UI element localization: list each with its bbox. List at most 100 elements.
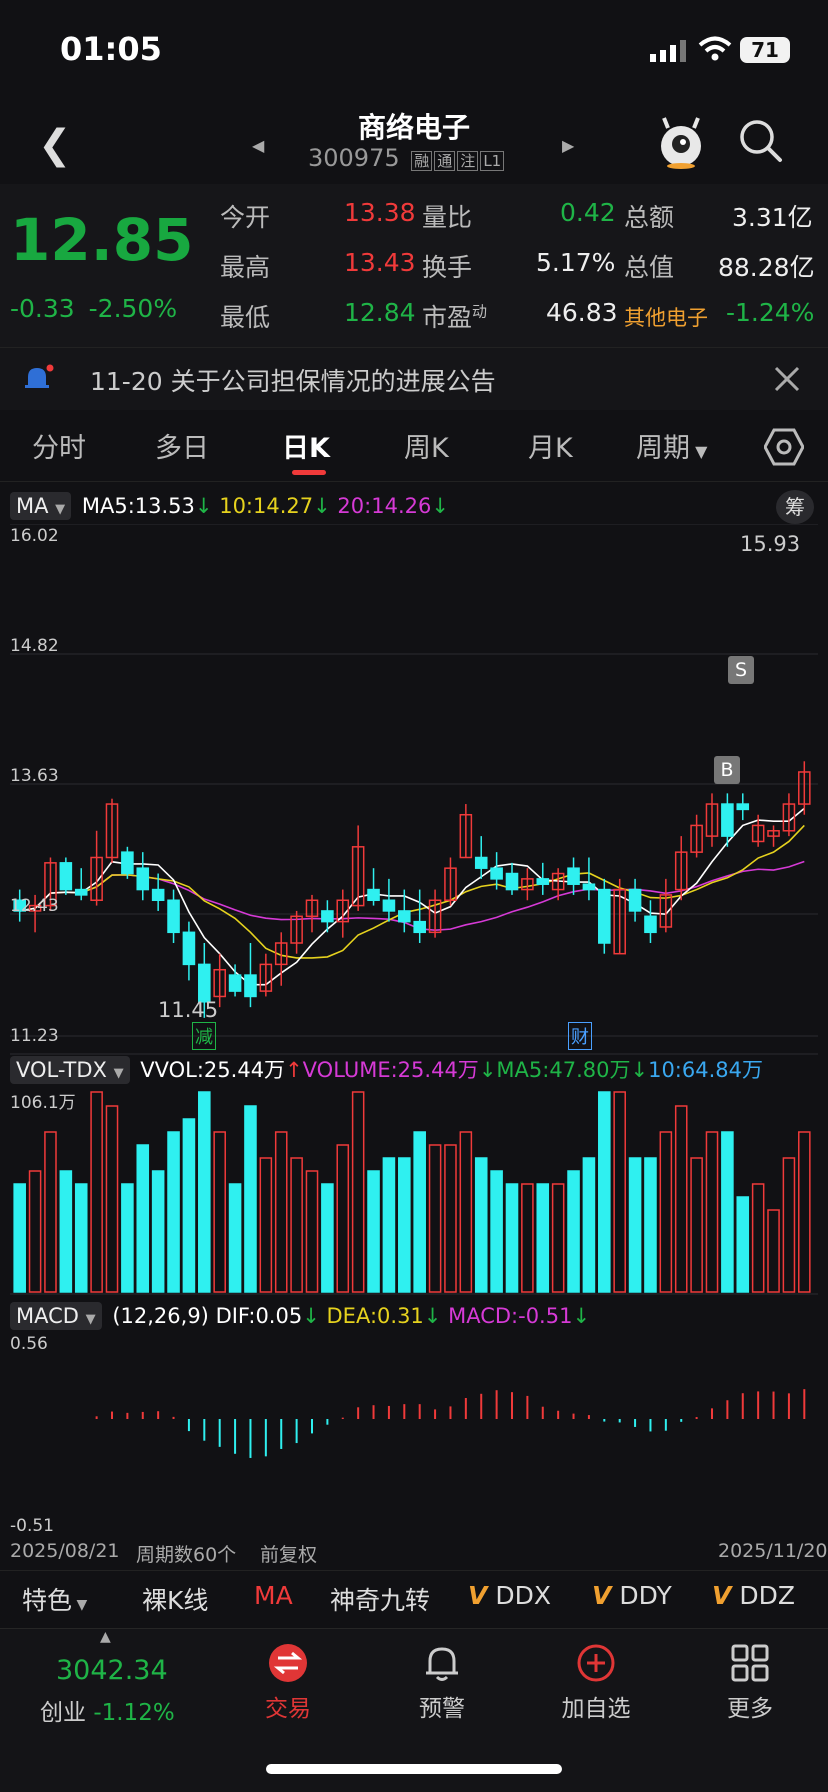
tag-connect: 通 bbox=[434, 151, 456, 171]
down-arrow-icon: ↓ bbox=[572, 1304, 591, 1328]
macd-value: MACD:-0.51 bbox=[448, 1304, 573, 1328]
candle-body bbox=[121, 851, 134, 875]
candle-body bbox=[521, 878, 534, 891]
ma-selector[interactable]: MA ▼ bbox=[10, 492, 72, 520]
market-cap-label: 总值 bbox=[624, 253, 675, 282]
tab-weekly-k[interactable]: 周K bbox=[404, 433, 449, 464]
stock-name: 商络电子 bbox=[357, 111, 470, 144]
down-arrow-icon: ↓ bbox=[630, 1058, 649, 1082]
volume-bar bbox=[551, 1183, 565, 1293]
chip-distribution-button[interactable]: 筹 bbox=[776, 490, 814, 524]
feature-dropdown[interactable]: 特色 ▼ bbox=[22, 1581, 87, 1617]
candle-body bbox=[428, 899, 442, 934]
volume-bar bbox=[167, 1131, 180, 1293]
volume-bar bbox=[413, 1131, 426, 1293]
indicator-toolbar: 特色 ▼ 裸K线 MA 神奇九转 V DDX V DDY V DDZ bbox=[0, 1570, 828, 1626]
back-button[interactable]: ❮ bbox=[38, 122, 72, 168]
bell-notice-icon bbox=[25, 364, 54, 388]
earnings-marker[interactable]: 财 bbox=[568, 1022, 592, 1050]
index-change: -1.12% bbox=[93, 1700, 175, 1726]
home-indicator bbox=[266, 1764, 562, 1774]
ddx-button[interactable]: V DDX bbox=[468, 1581, 551, 1610]
volume-bar bbox=[105, 1105, 119, 1293]
candle-body bbox=[674, 851, 688, 891]
ddx-label: DDX bbox=[495, 1581, 551, 1610]
index-summary[interactable]: 创业 -1.12% bbox=[40, 1693, 175, 1727]
volume-bar bbox=[228, 1183, 242, 1293]
magic-nine-button[interactable]: 神奇九转 bbox=[330, 1586, 431, 1615]
candle-body bbox=[782, 803, 796, 832]
bell-icon bbox=[426, 1647, 458, 1681]
ddz-button[interactable]: V DDZ bbox=[712, 1581, 795, 1610]
candle-body bbox=[59, 862, 73, 891]
tab-daily-k[interactable]: 日K bbox=[282, 433, 330, 464]
search-icon[interactable] bbox=[738, 118, 784, 164]
candle-body bbox=[244, 974, 257, 998]
kline-legend: MA ▼ MA5:13.53↓ 10:14.27↓ 20:14.26↓ bbox=[10, 492, 449, 520]
tab-monthly-k[interactable]: 月K bbox=[528, 433, 573, 464]
turnover-rate-label: 换手 bbox=[422, 253, 473, 282]
announcement-bar[interactable]: 11-20 关于公司担保情况的进展公告 bbox=[0, 348, 828, 410]
macd-selector[interactable]: MACD ▼ bbox=[10, 1302, 102, 1330]
candle-body bbox=[351, 846, 365, 907]
date-end: 2025/11/20 bbox=[718, 1540, 828, 1562]
naked-k-button[interactable]: 裸K线 bbox=[142, 1586, 209, 1615]
macd-params: (12,26,9) bbox=[112, 1304, 209, 1328]
high-label: 最高 bbox=[220, 253, 271, 282]
sector-link[interactable]: 其他电子 bbox=[624, 306, 708, 330]
price-axis-4: 12.43 bbox=[10, 896, 59, 916]
stock-code: 300975 bbox=[308, 144, 400, 172]
candle-body bbox=[336, 899, 350, 923]
tab-intraday[interactable]: 分时 bbox=[32, 433, 86, 464]
announcement-text: 11-20 关于公司担保情况的进展公告 bbox=[90, 367, 496, 396]
candle-body bbox=[567, 867, 580, 885]
tag-margin: 融 bbox=[411, 151, 433, 171]
index-value[interactable]: 3042.34 bbox=[56, 1655, 168, 1686]
prev-stock-button[interactable]: ◀ bbox=[252, 136, 265, 155]
expand-up-icon[interactable]: ▲ bbox=[100, 1629, 111, 1645]
tab-multiday[interactable]: 多日 bbox=[155, 433, 209, 464]
kline-chart[interactable] bbox=[0, 524, 828, 1544]
volume-bar bbox=[305, 1170, 319, 1293]
feature-label: 特色 bbox=[22, 1586, 73, 1615]
ddy-label: DDY bbox=[619, 1581, 672, 1610]
candle-body bbox=[13, 899, 26, 912]
volume-bar bbox=[644, 1157, 657, 1293]
open-value: 13.38 bbox=[344, 198, 416, 227]
reduction-marker[interactable]: 减 bbox=[192, 1022, 216, 1050]
vol-selector[interactable]: VOL-TDX ▼ bbox=[10, 1056, 130, 1084]
ddy-button[interactable]: V DDY bbox=[592, 1581, 672, 1610]
volume-bar bbox=[13, 1183, 26, 1293]
sector-change: -1.24% bbox=[726, 298, 815, 327]
sell-signal-badge[interactable]: S bbox=[728, 656, 754, 684]
volume-bar bbox=[336, 1144, 350, 1293]
down-arrow-icon: ↓ bbox=[423, 1304, 442, 1328]
price-axis-2: 14.82 bbox=[10, 636, 59, 656]
settings-hexagon-icon[interactable] bbox=[764, 428, 804, 466]
ma5-line bbox=[19, 807, 805, 986]
next-stock-button[interactable]: ▶ bbox=[562, 136, 575, 155]
status-bar: 01:05 71 bbox=[0, 0, 828, 100]
candle-body bbox=[536, 878, 550, 885]
adjust-type[interactable]: 前复权 bbox=[260, 1544, 318, 1566]
volume-bar bbox=[382, 1157, 396, 1293]
candle-body bbox=[613, 888, 626, 955]
period-tabs: 分时 多日 日K 周K 月K 周期 ▼ bbox=[0, 410, 828, 482]
volume-bar bbox=[198, 1091, 211, 1293]
chevron-down-icon: ▼ bbox=[690, 442, 708, 461]
candle-body bbox=[274, 942, 288, 966]
ma-button[interactable]: MA bbox=[254, 1581, 293, 1610]
tab-period-dropdown[interactable]: 周期 ▼ bbox=[636, 426, 707, 465]
chevron-down-icon: ▼ bbox=[72, 1597, 88, 1613]
volume-bar bbox=[659, 1131, 673, 1293]
volume-bar bbox=[459, 1131, 473, 1293]
volume-legend: VOL-TDX ▼ VVOL:25.44万↑VOLUME:25.44万↓MA5:… bbox=[10, 1054, 763, 1084]
buy-signal-badge[interactable]: B bbox=[714, 756, 740, 784]
candle-body bbox=[367, 888, 380, 902]
price-axis-3: 13.63 bbox=[10, 766, 59, 786]
close-icon[interactable] bbox=[772, 364, 802, 394]
candle-body bbox=[767, 830, 780, 837]
robot-assistant-icon[interactable] bbox=[656, 114, 706, 170]
candle-body bbox=[90, 856, 103, 902]
open-label: 今开 bbox=[220, 203, 271, 232]
